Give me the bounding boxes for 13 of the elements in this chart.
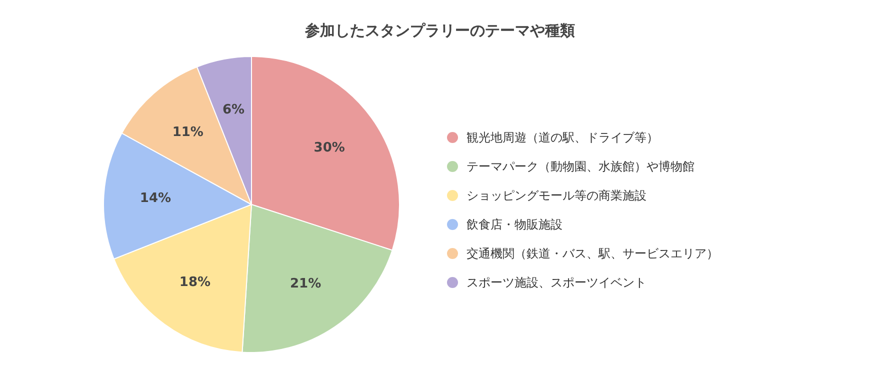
data-label: 21% — [290, 276, 322, 292]
legend-label: 飲食店・物販施設 — [466, 218, 562, 232]
data-label: 14% — [140, 190, 172, 206]
data-label: 6% — [222, 102, 245, 118]
data-label: 30% — [314, 140, 345, 156]
data-label: 18% — [179, 274, 211, 290]
legend-label: 交通機関（鉄道・バス、駅、サービスエリア） — [466, 246, 718, 260]
legend-label: 観光地周遊（道の駅、ドライブ等） — [466, 130, 658, 144]
legend-label: スポーツ施設、スポーツイベント — [466, 276, 646, 290]
legend-label: テーマパーク（動物園、水族館）や博物館 — [466, 160, 694, 174]
legend-label: ショッピングモール等の商業施設 — [466, 188, 646, 202]
chart-title: 参加したスタンプラリーのテーマや種類 — [304, 22, 575, 40]
data-label: 11% — [172, 124, 204, 140]
